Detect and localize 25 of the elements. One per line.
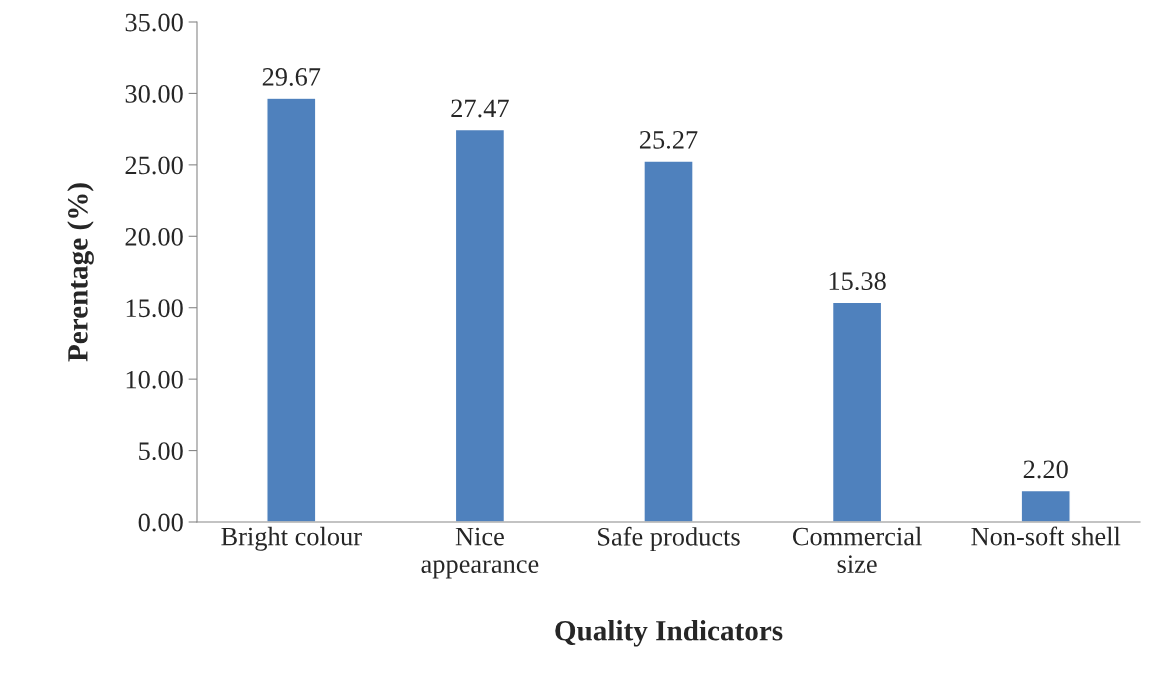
data-label: 2.20 [1023,460,1068,479]
y-tick-label: 20.00 [125,227,183,246]
x-tick-label: Nice appearance [421,527,539,579]
y-tick-label: 30.00 [125,85,183,103]
y-tick-label: 5.00 [139,442,183,461]
bar [454,128,506,522]
y-tick-label: 10.00 [126,370,183,389]
bar [266,97,317,522]
x-tick-label: Bright colour [221,526,362,551]
bar [643,160,694,522]
data-label: 27.47 [451,99,509,118]
x-axis-title: Quality Indicators [555,620,783,647]
data-label: 25.27 [639,130,698,149]
data-label: 29.67 [262,68,321,86]
x-tick-label: Non-soft shell [971,526,1121,546]
y-tick-label: 25.00 [125,156,183,175]
y-tick-label: 35.00 [125,13,183,32]
y-tick-label: 15.00 [126,299,183,318]
y-axis-title: Perentage (%) [67,183,94,362]
x-tick-label: Safe products [598,526,740,552]
x-tick-label: Commercial size [792,526,922,574]
data-label: 15.38 [829,272,886,291]
y-tick-label: 0.00 [138,513,183,532]
bar [831,301,883,522]
bar [1020,489,1071,522]
